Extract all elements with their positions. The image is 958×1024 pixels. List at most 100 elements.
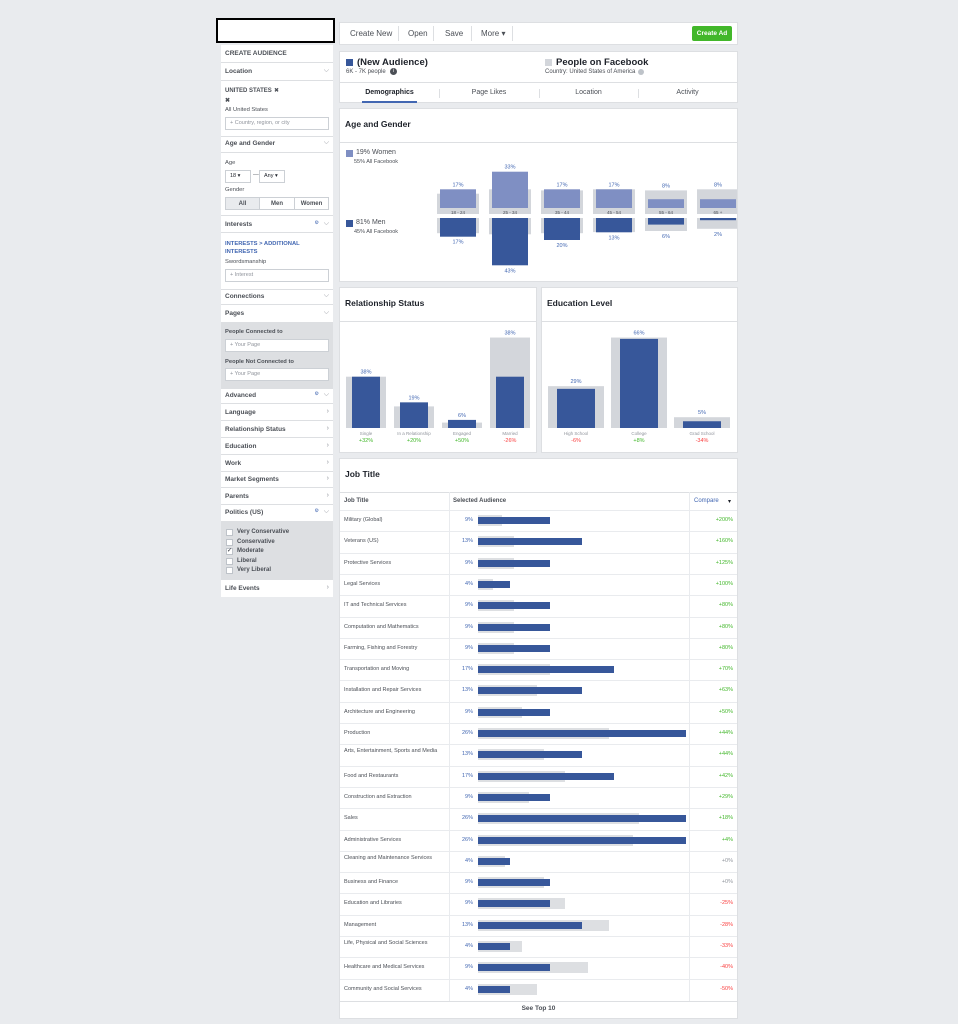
chevron-right-icon[interactable]: › — [326, 425, 329, 432]
tab-demographics[interactable]: Demographics — [365, 89, 414, 96]
table-row[interactable]: Education and Libraries 9% -25% — [340, 893, 737, 914]
work-header[interactable]: Work — [225, 460, 242, 467]
interest-placeholder: Interest — [234, 272, 254, 278]
gender-women-button[interactable]: Women — [294, 197, 329, 210]
active-tab-indicator — [362, 101, 417, 103]
save-button[interactable]: Save — [445, 29, 464, 38]
interests-breadcrumb[interactable]: INTERESTS > ADDITIONAL INTERESTS — [225, 241, 300, 255]
location-search-input[interactable]: + Country, region, or city — [225, 117, 329, 130]
gender-all-button[interactable]: All — [225, 197, 260, 210]
table-row[interactable]: Cleaning and Maintenance Services 4% +0% — [340, 850, 737, 872]
pages-header[interactable]: Pages — [225, 310, 245, 317]
divider — [340, 82, 737, 83]
education-header[interactable]: Education — [225, 443, 257, 450]
tab-activity[interactable]: Activity — [676, 89, 699, 96]
age-gender-header[interactable]: Age and Gender — [225, 140, 276, 147]
job-percent: 13% — [461, 687, 473, 694]
age-max-select[interactable]: Any ▾ — [259, 170, 285, 183]
not-connected-page-input[interactable]: + Your Page — [225, 368, 329, 381]
parents-header[interactable]: Parents — [225, 493, 249, 500]
open-button[interactable]: Open — [408, 29, 428, 38]
table-row[interactable]: Healthcare and Medical Services 9% -40% — [340, 957, 737, 978]
job-name: Education and Libraries — [344, 900, 402, 907]
chevron-right-icon[interactable]: › — [326, 584, 329, 591]
chevron-down-icon[interactable]: ⌵ — [323, 220, 329, 227]
chevron-right-icon[interactable]: › — [326, 459, 329, 466]
location-header[interactable]: Location — [225, 68, 253, 75]
table-row[interactable]: Veterans (US) 13% +160% — [340, 531, 737, 552]
column-header-selected[interactable]: Selected Audience — [453, 498, 507, 504]
women-bar — [596, 189, 632, 208]
info-icon[interactable]: i — [390, 68, 397, 75]
more-menu-button[interactable]: More ▾ — [481, 29, 506, 38]
table-row[interactable]: Construction and Extraction 9% +29% — [340, 786, 737, 808]
language-header[interactable]: Language — [225, 409, 256, 416]
market-segments-header[interactable]: Market Segments — [225, 476, 279, 483]
chevron-down-icon[interactable]: ⌵ — [323, 309, 329, 316]
table-row[interactable]: Military (Global) 9% +200% — [340, 510, 737, 531]
chevron-down-icon[interactable]: ⌵ — [323, 292, 329, 299]
see-top-10-link[interactable]: See Top 10 — [521, 1005, 556, 1012]
column-header-job[interactable]: Job Title — [344, 498, 369, 504]
chevron-down-icon[interactable]: ⌵ — [323, 508, 329, 515]
table-row[interactable]: Administrative Services 26% +4% — [340, 829, 737, 851]
age-min-select[interactable]: 18 ▾ — [225, 170, 251, 183]
remove-country-icon[interactable]: ✖ — [274, 88, 279, 94]
table-row[interactable]: Business and Finance 9% +0% — [340, 872, 737, 893]
table-row[interactable]: Management 13% -28% — [340, 914, 737, 936]
table-row[interactable]: Transportation and Moving 17% +70% — [340, 659, 737, 680]
category-label: High School — [564, 431, 588, 436]
job-delta: +0% — [721, 857, 733, 864]
men-bar — [440, 218, 476, 237]
table-row[interactable]: Computation and Mathematics 9% +80% — [340, 616, 737, 638]
interest-search-input[interactable]: + Interest — [225, 269, 329, 282]
tab-location[interactable]: Location — [575, 89, 602, 96]
tab-page-likes[interactable]: Page Likes — [471, 89, 507, 96]
audience-name: (New Audience) — [357, 57, 428, 68]
interests-header[interactable]: Interests — [225, 221, 253, 228]
relationship-header[interactable]: Relationship Status — [225, 426, 286, 433]
gear-icon[interactable]: ⚙ — [314, 220, 319, 226]
chevron-right-icon[interactable]: › — [326, 442, 329, 449]
gear-icon[interactable]: ⚙ — [314, 508, 319, 514]
advanced-header[interactable]: Advanced — [225, 392, 257, 399]
table-row[interactable]: Installation and Repair Services 13% +63% — [340, 680, 737, 701]
create-ad-button[interactable]: Create Ad — [692, 26, 732, 41]
create-new-button[interactable]: Create New — [350, 29, 393, 38]
table-row[interactable]: Architecture and Engineering 9% +50% — [340, 701, 737, 723]
politics-header[interactable]: Politics (US) — [225, 509, 264, 516]
checkbox-conservative[interactable] — [226, 539, 233, 546]
table-row[interactable]: Sales 26% +18% — [340, 808, 737, 829]
bar — [400, 402, 428, 428]
chevron-right-icon[interactable]: › — [326, 408, 329, 415]
gear-icon[interactable]: ⚙ — [314, 391, 319, 397]
sort-arrow-icon[interactable]: ▾ — [728, 499, 732, 505]
gender-men-button[interactable]: Men — [259, 197, 295, 210]
table-row[interactable]: Food and Restaurants 17% +42% — [340, 765, 737, 787]
job-percent: 9% — [465, 879, 473, 886]
job-name: Production — [344, 730, 371, 736]
info-icon[interactable] — [638, 69, 644, 75]
life-events-header[interactable]: Life Events — [225, 585, 260, 592]
connected-page-input[interactable]: + Your Page — [225, 339, 329, 352]
divider — [221, 80, 333, 81]
chevron-down-icon[interactable]: ⌵ — [323, 391, 329, 398]
column-header-compare[interactable]: Compare — [694, 498, 719, 504]
table-row[interactable]: Legal Services 4% +100% — [340, 573, 737, 595]
table-row[interactable]: Protective Services 9% +125% — [340, 552, 737, 574]
table-row[interactable]: Production 26% +44% — [340, 723, 737, 744]
table-row[interactable]: IT and Technical Services 9% +80% — [340, 595, 737, 616]
table-row[interactable]: Community and Social Services 4% -50% — [340, 978, 737, 1000]
table-row[interactable]: Arts, Entertainment, Sports and Media 13%… — [340, 744, 737, 765]
checkbox-moderate[interactable]: ✓ — [226, 548, 233, 555]
chevron-right-icon[interactable]: › — [326, 492, 329, 499]
chevron-down-icon[interactable]: ⌵ — [323, 67, 329, 74]
table-row[interactable]: Farming, Fishing and Forestry 9% +80% — [340, 637, 737, 659]
connections-header[interactable]: Connections — [225, 293, 265, 300]
table-row[interactable]: Life, Physical and Social Sciences 4% -33% — [340, 936, 737, 957]
checkbox-very-conservative[interactable] — [226, 529, 233, 536]
chevron-right-icon[interactable]: › — [326, 475, 329, 482]
checkbox-liberal[interactable] — [226, 558, 233, 565]
chevron-down-icon[interactable]: ⌵ — [323, 139, 329, 146]
checkbox-very-liberal[interactable] — [226, 567, 233, 574]
